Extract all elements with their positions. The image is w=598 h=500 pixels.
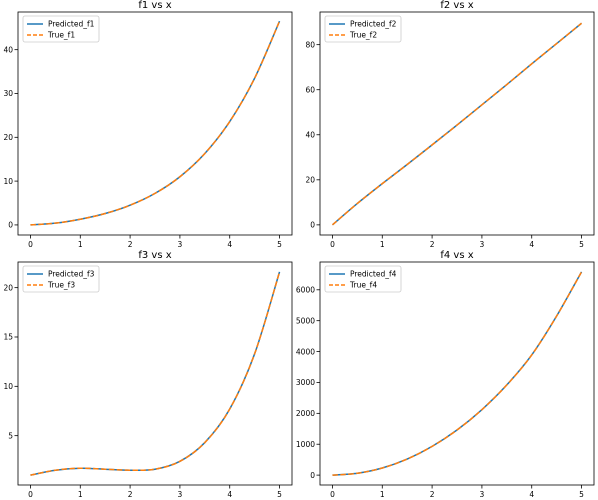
x-tick-label: 4 xyxy=(227,490,232,499)
series-line-predicted-f1 xyxy=(30,20,281,226)
plot-frame xyxy=(17,11,293,236)
y-tick-label: 5 xyxy=(8,431,13,440)
x-tick-label: 5 xyxy=(277,240,282,249)
y-tick-label: 1000 xyxy=(296,440,315,449)
x-tick-label: 3 xyxy=(178,490,183,499)
y-tick-label: 0 xyxy=(8,221,13,230)
legend: Predicted_f2 True_f2 xyxy=(324,15,402,43)
legend: Predicted_f1 True_f1 xyxy=(22,15,100,43)
series-line-true-f2 xyxy=(331,22,583,226)
series-line-predicted-f4 xyxy=(332,271,583,476)
y-tick-label: 40 xyxy=(305,130,315,139)
x-tick-label: 3 xyxy=(178,240,183,249)
legend: Predicted_f3 True_f3 xyxy=(22,265,100,293)
x-tick-label: 1 xyxy=(380,490,385,499)
series-line-true-f1 xyxy=(30,20,281,226)
y-tick-label: 20 xyxy=(3,133,13,142)
x-tick-label: 0 xyxy=(28,240,33,249)
x-tick-label: 0 xyxy=(28,490,33,499)
y-tick-label: 0 xyxy=(310,221,315,230)
subplot-title: f1 vs x xyxy=(138,0,171,11)
x-tick-label: 3 xyxy=(480,490,485,499)
subplot-4: f4 vs x 0 1 2 3 4 5 0 1000 2000 3000 4000 5000 6000 Pr… xyxy=(296,250,595,499)
y-tick-label: 4000 xyxy=(296,347,315,356)
plot-frame xyxy=(319,261,595,486)
legend-entry: Predicted_f3 xyxy=(48,270,95,279)
y-tick-label: 40 xyxy=(3,45,13,54)
legend-entry: True_f3 xyxy=(47,281,75,290)
x-tick-label: 5 xyxy=(579,490,584,499)
y-tick-label: 2000 xyxy=(296,409,315,418)
y-tick-label: 0 xyxy=(310,471,315,480)
plot-frame xyxy=(319,11,595,236)
legend-entry: Predicted_f2 xyxy=(350,20,397,29)
x-tick-label: 2 xyxy=(430,240,435,249)
subplot-3: f3 vs x 0 1 2 3 4 5 5 10 15 20 Predicted_f3 True_f3 xyxy=(3,250,293,499)
x-tick-label: 5 xyxy=(579,240,584,249)
y-tick-label: 10 xyxy=(3,382,13,391)
legend-entry: True_f2 xyxy=(349,31,377,40)
x-tick-label: 2 xyxy=(128,490,133,499)
y-tick-label: 10 xyxy=(3,177,13,186)
subplot-title: f2 vs x xyxy=(440,0,473,11)
legend-entry: Predicted_f4 xyxy=(350,270,397,279)
plot-frame xyxy=(17,261,293,486)
y-tick-label: 20 xyxy=(3,283,13,292)
x-tick-label: 5 xyxy=(277,490,282,499)
legend: Predicted_f4 True_f4 xyxy=(324,265,402,293)
x-tick-label: 0 xyxy=(330,490,335,499)
legend-entry: True_f1 xyxy=(47,31,75,40)
subplot-title: f3 vs x xyxy=(138,250,171,261)
y-tick-label: 80 xyxy=(305,40,315,49)
x-tick-label: 4 xyxy=(227,240,232,249)
x-tick-label: 1 xyxy=(78,490,83,499)
y-tick-label: 30 xyxy=(3,89,13,98)
legend-entry: True_f4 xyxy=(349,281,377,290)
subplot-1: f1 vs x 0 1 2 3 4 5 0 10 20 30 40 Predicted_f1 True_f… xyxy=(3,0,293,249)
x-tick-label: 0 xyxy=(330,240,335,249)
x-tick-label: 2 xyxy=(128,240,133,249)
y-tick-label: 3000 xyxy=(296,378,315,387)
y-tick-label: 15 xyxy=(3,333,13,342)
y-tick-label: 5000 xyxy=(296,316,315,325)
y-tick-label: 20 xyxy=(305,176,315,185)
series-line-true-f3 xyxy=(30,271,281,476)
y-tick-label: 6000 xyxy=(296,285,315,294)
x-tick-label: 4 xyxy=(529,240,534,249)
x-tick-label: 1 xyxy=(78,240,83,249)
x-tick-label: 1 xyxy=(380,240,385,249)
series-line-true-f4 xyxy=(332,271,583,476)
x-tick-label: 2 xyxy=(430,490,435,499)
y-tick-label: 60 xyxy=(305,85,315,94)
legend-entry: Predicted_f1 xyxy=(48,20,95,29)
series-line-predicted-f3 xyxy=(30,271,281,476)
subplot-2: f2 vs x 0 1 2 3 4 5 0 20 40 60 80 Predicted_f2 True_f… xyxy=(305,0,595,249)
subplot-title: f4 vs x xyxy=(440,250,473,261)
x-tick-label: 3 xyxy=(480,240,485,249)
x-tick-label: 4 xyxy=(529,490,534,499)
